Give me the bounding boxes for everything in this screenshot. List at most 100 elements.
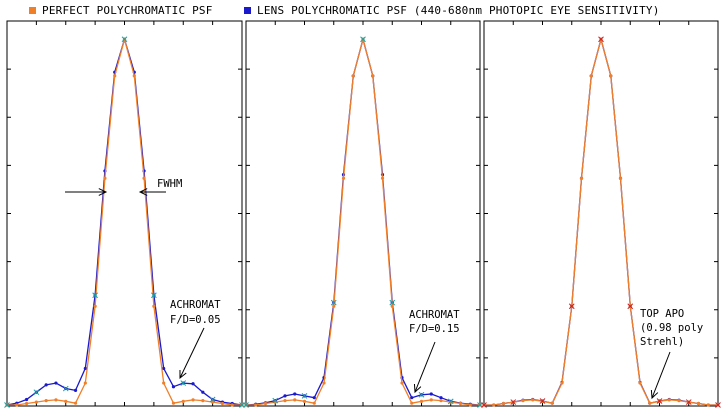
x-marker	[121, 36, 128, 43]
data-point	[468, 403, 472, 407]
annotation-line1: TOP APO	[640, 308, 684, 320]
legend-label-lens: LENS POLYCHROMATIC PSF (440-680nm PHOTOP…	[257, 4, 660, 17]
data-point	[171, 385, 176, 389]
x-marker	[33, 389, 40, 396]
data-point	[132, 74, 136, 78]
data-point	[73, 388, 78, 392]
panel-frame-2	[245, 20, 481, 407]
data-point	[521, 399, 525, 403]
fwhm-arrow-right-head	[138, 188, 148, 196]
data-point	[201, 390, 205, 394]
data-point	[24, 401, 29, 406]
data-point	[93, 304, 97, 308]
annotation-arrow-head	[650, 389, 659, 400]
annotation-line2: (0.98 poly	[640, 322, 703, 334]
data-point	[283, 394, 287, 398]
data-point	[390, 304, 394, 308]
data-point	[302, 399, 307, 403]
x-marker	[209, 396, 216, 403]
x-marker	[568, 303, 575, 310]
x-marker	[180, 380, 187, 386]
x-marker	[510, 399, 517, 405]
panel-frame-1	[6, 20, 243, 407]
data-point	[191, 398, 195, 402]
data-point	[293, 392, 297, 396]
x-marker	[301, 393, 308, 399]
data-point	[83, 381, 87, 385]
data-point	[410, 401, 414, 405]
legend-swatch-perfect	[29, 7, 36, 14]
x-marker	[715, 402, 721, 408]
annotation-arrow-shaft	[414, 341, 436, 393]
x-marker	[330, 299, 337, 306]
data-point	[371, 74, 375, 78]
data-point	[332, 304, 336, 308]
x-marker	[360, 36, 366, 43]
data-point	[162, 381, 166, 385]
data-point	[341, 176, 346, 180]
x-marker	[243, 402, 249, 408]
data-point	[152, 304, 156, 308]
data-point	[171, 401, 176, 405]
data-point	[220, 401, 225, 406]
x-marker	[481, 402, 487, 408]
x-marker	[418, 391, 425, 398]
data-point	[15, 403, 19, 407]
annotation-arrow-head	[179, 369, 187, 380]
data-point	[696, 401, 701, 406]
data-point	[677, 399, 681, 403]
annotation-line2: F/D=0.05	[170, 314, 221, 326]
data-point	[191, 382, 195, 386]
data-point	[458, 401, 463, 406]
annotation-line2: F/D=0.15	[409, 323, 460, 335]
legend-swatch-lens	[244, 7, 251, 14]
data-point	[449, 400, 453, 404]
x-marker	[656, 398, 663, 404]
data-point	[293, 398, 297, 402]
data-point	[380, 176, 385, 180]
data-point	[667, 398, 671, 402]
data-point	[618, 176, 623, 180]
data-point	[429, 392, 433, 396]
data-point	[83, 366, 87, 371]
data-point	[230, 403, 234, 407]
data-point	[34, 400, 38, 404]
data-point	[312, 401, 316, 405]
data-point	[322, 381, 326, 385]
data-point	[648, 401, 652, 405]
data-point	[579, 176, 584, 180]
data-point	[429, 398, 433, 402]
legend: PERFECT POLYCHROMATIC PSF LENS POLYCHROM…	[0, 0, 722, 20]
panel-frame-3	[483, 20, 719, 407]
annotation-line1: ACHROMAT	[170, 299, 221, 311]
data-point	[312, 396, 316, 400]
x-marker	[62, 385, 69, 392]
x-marker	[272, 397, 279, 404]
data-point	[263, 401, 268, 406]
data-point	[706, 403, 710, 407]
x-marker	[151, 292, 157, 299]
data-point	[24, 397, 29, 402]
legend-item-lens: LENS POLYCHROMATIC PSF (440-680nm PHOTOP…	[244, 4, 660, 17]
x-marker	[447, 398, 454, 405]
data-point	[351, 74, 355, 78]
legend-label-perfect: PERFECT POLYCHROMATIC PSF	[42, 4, 213, 17]
annotation-line1: ACHROMAT	[409, 309, 460, 321]
data-point	[254, 403, 258, 407]
data-point	[113, 74, 117, 78]
data-point	[439, 396, 443, 400]
data-point	[73, 401, 78, 405]
data-point	[44, 383, 48, 387]
data-point	[64, 399, 68, 403]
data-point	[638, 381, 642, 385]
data-point	[501, 401, 506, 406]
data-point	[492, 403, 496, 407]
data-point	[211, 400, 215, 404]
data-point	[400, 381, 404, 385]
data-point	[609, 74, 613, 78]
x-marker	[389, 299, 396, 306]
annotation-arrow-shaft	[651, 351, 671, 399]
data-point	[54, 398, 58, 402]
annotation-arrow-shaft	[179, 327, 205, 379]
